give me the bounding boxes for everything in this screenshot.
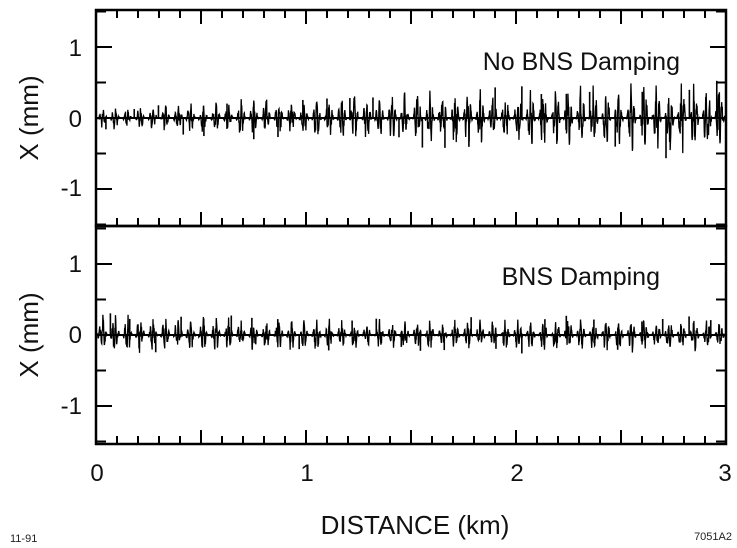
xtick-label-0: 0 xyxy=(90,460,103,487)
bottom-ytick-label-neg1: -1 xyxy=(61,393,82,420)
top-ytick-label-0: 0 xyxy=(69,106,82,133)
xtick-label-1: 1 xyxy=(300,460,313,487)
top-series-trace xyxy=(96,80,726,159)
xtick-label-2: 2 xyxy=(510,460,523,487)
top-ylabel: X (mm) xyxy=(14,75,44,160)
xtick-label-3: 3 xyxy=(718,460,731,487)
bottom-ytick-label-1: 1 xyxy=(69,251,82,278)
bottom-ytick-label-0: 0 xyxy=(69,322,82,349)
top-panel-annotation: No BNS Damping xyxy=(483,48,680,76)
bottom-panel-annotation: BNS Damping xyxy=(502,263,660,291)
oscillation-trace xyxy=(96,314,726,353)
oscillation-trace xyxy=(96,83,726,154)
axis-ticks xyxy=(95,10,727,444)
top-ytick-label-neg1: -1 xyxy=(61,175,82,202)
xlabel: DISTANCE (km) xyxy=(321,510,510,540)
top-ytick-label-1: 1 xyxy=(69,35,82,62)
footer-left-note: 11-91 xyxy=(10,533,37,545)
footer-right-note: 7051A2 xyxy=(694,531,732,543)
bottom-series-trace xyxy=(96,313,726,354)
bottom-ylabel: X (mm) xyxy=(14,292,44,377)
